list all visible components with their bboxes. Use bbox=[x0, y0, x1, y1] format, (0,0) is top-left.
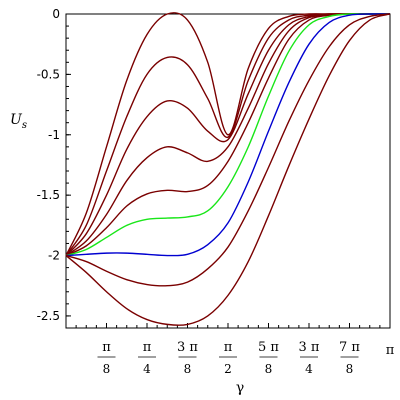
x-tick-denominator: 8 bbox=[103, 362, 111, 376]
x-tick-denominator: 8 bbox=[184, 362, 192, 376]
y-axis-label-main: U bbox=[10, 112, 23, 128]
series-line-3 bbox=[65, 13, 390, 257]
x-tick-denominator: 4 bbox=[143, 362, 151, 376]
x-tick-denominator: 8 bbox=[265, 362, 273, 376]
y-tick-label: -1.5 bbox=[37, 188, 60, 202]
x-tick-numerator: π bbox=[224, 340, 233, 355]
x-axis: π 8 π 4 3 π 8 π 2 5 π 8 3 π 4 7 π 8 π bbox=[75, 323, 395, 376]
y-tick-label: -0.5 bbox=[37, 67, 60, 81]
y-axis-label-sub: s bbox=[22, 120, 27, 131]
y-tick-label: -1 bbox=[48, 128, 60, 142]
y-tick-label: -2.5 bbox=[37, 309, 60, 323]
y-axis: 0 -0.5 -1 -1.5 -2 -2.5 bbox=[37, 7, 71, 329]
series-line-7 bbox=[65, 13, 391, 257]
y-axis-label: Us bbox=[10, 112, 27, 131]
y-tick-label: -2 bbox=[48, 249, 60, 263]
x-axis-label: γ bbox=[236, 380, 244, 396]
x-tick-numerator: 3 π bbox=[177, 340, 198, 355]
x-tick-numerator: π bbox=[143, 340, 152, 355]
x-tick-numerator: 7 π bbox=[339, 340, 360, 355]
x-tick-numerator: π bbox=[102, 340, 111, 355]
series-group bbox=[65, 12, 391, 326]
x-tick-denominator: 2 bbox=[224, 362, 232, 376]
series-line-9 bbox=[65, 13, 391, 326]
x-tick-numerator: 3 π bbox=[299, 340, 320, 355]
series-line-6 bbox=[65, 13, 390, 257]
series-line-8 bbox=[65, 13, 391, 287]
y-tick-label: 0 bbox=[52, 7, 60, 21]
x-tick-numerator: π bbox=[386, 343, 395, 358]
x-tick-denominator: 8 bbox=[346, 362, 354, 376]
plot-frame bbox=[65, 13, 391, 329]
x-tick-numerator: 5 π bbox=[258, 340, 279, 355]
x-tick-denominator: 4 bbox=[305, 362, 313, 376]
